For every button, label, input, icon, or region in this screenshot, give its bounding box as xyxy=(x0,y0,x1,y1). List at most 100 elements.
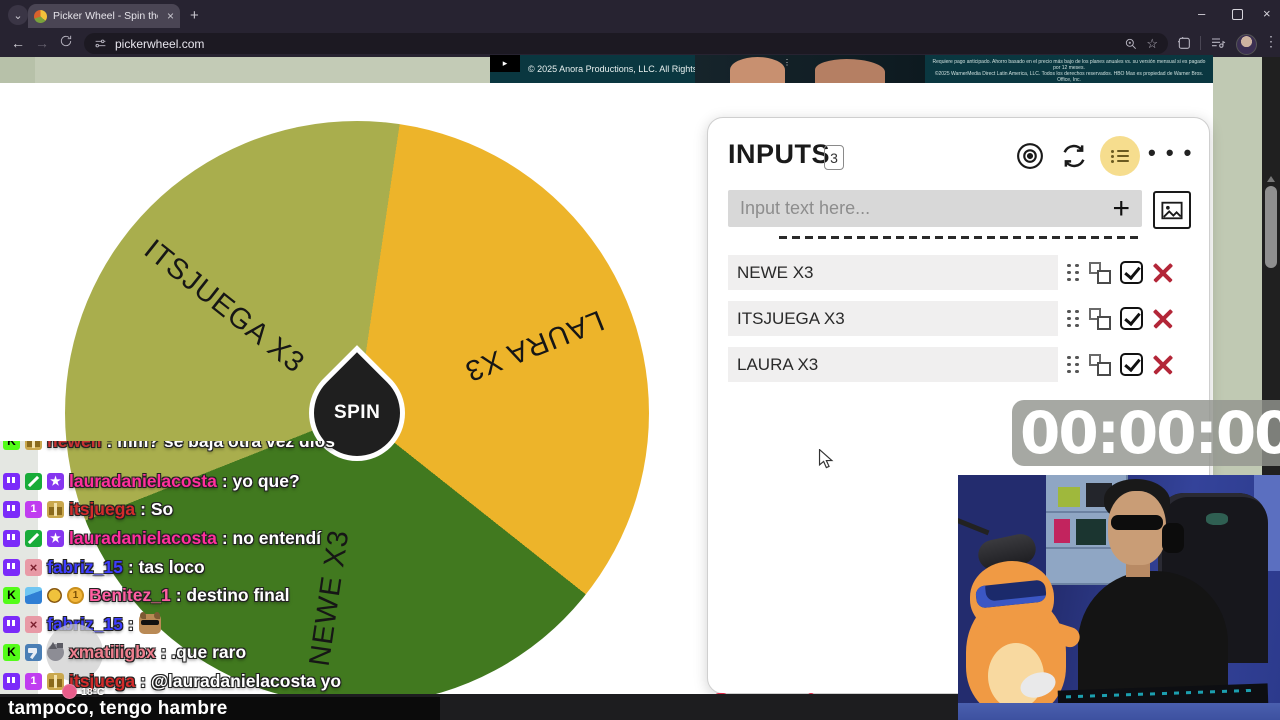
kick-badge-icon: K xyxy=(3,586,20,604)
chat-username: newen xyxy=(47,441,101,452)
weather-widget[interactable]: 18°C xyxy=(62,684,104,699)
more-options-icon[interactable]: • • • xyxy=(1148,140,1194,165)
chat-row-clipped: K newen : mm? se baja otra vez dios xyxy=(0,441,360,455)
add-image-button[interactable] xyxy=(1153,191,1191,229)
entry-row: LAURA X3 xyxy=(728,347,1058,382)
drag-handle-icon[interactable] xyxy=(1067,355,1080,374)
chat-text: : .que raro xyxy=(160,641,247,662)
duplicate-icon[interactable] xyxy=(1089,353,1111,376)
caption-text: tampoco, tengo hambre xyxy=(8,697,228,719)
entry-checkbox[interactable] xyxy=(1120,353,1143,376)
webcam-overlay xyxy=(958,475,1280,720)
media-controls-icon[interactable] xyxy=(1210,35,1226,51)
twitch-badge-icon xyxy=(3,500,20,518)
twitch-badge-icon xyxy=(3,472,20,490)
entry-label: NEWE X3 xyxy=(737,262,814,282)
url-text[interactable]: pickerwheel.com xyxy=(115,36,205,51)
chat-text: : So xyxy=(140,498,174,519)
zoom-icon[interactable] xyxy=(1124,37,1138,51)
entry-row-icons xyxy=(1067,307,1174,330)
weather-icon xyxy=(62,684,77,699)
browser-titlebar: ⌄ Picker Wheel - Spin the Wheel × + – × xyxy=(0,0,1280,28)
hide-inputs-eye-icon[interactable] xyxy=(1014,140,1045,171)
mic-arm xyxy=(958,515,990,536)
gift-badge-icon xyxy=(47,500,64,518)
drag-handle-icon[interactable] xyxy=(1067,263,1080,282)
chat-username: fabriz_15 xyxy=(47,556,123,577)
cube-badge-icon xyxy=(25,586,42,604)
dashed-divider xyxy=(779,236,1139,239)
twitch-badge-icon xyxy=(3,672,20,690)
refresh-icon[interactable] xyxy=(54,34,78,51)
window-restore-button[interactable] xyxy=(1232,9,1243,20)
list-view-button[interactable] xyxy=(1100,136,1140,176)
add-input-icon[interactable]: + xyxy=(1112,191,1130,225)
chat-message: K newen : mm? se baja otra vez dios xyxy=(3,441,335,454)
predictions-badge-icon: 1 xyxy=(25,672,42,690)
browser-tab[interactable]: Picker Wheel - Spin the Wheel × xyxy=(28,4,180,28)
weather-temperature: 18°C xyxy=(81,685,105,698)
chat-message: 1 itsjuega : @lauradanielacosta yo xyxy=(3,668,341,694)
twitch-badge-icon xyxy=(3,529,20,547)
x-badge-icon: × xyxy=(25,615,42,633)
crest-badge-icon xyxy=(47,587,62,603)
tab-search-button[interactable]: ⌄ xyxy=(8,5,28,25)
toolbar-divider xyxy=(1200,36,1201,50)
chat-message: ★ lauradanielacosta : no entendí xyxy=(3,525,321,551)
drag-handle-icon[interactable] xyxy=(1067,309,1080,328)
browser-menu-icon[interactable]: ⋮ xyxy=(1264,33,1278,49)
chat-username: Benitez_1 xyxy=(89,584,171,605)
bookmark-star-icon[interactable]: ☆ xyxy=(1146,35,1158,51)
profile-avatar[interactable] xyxy=(1236,34,1257,55)
chat-text: : destino final xyxy=(175,584,290,605)
vip-star-badge-icon: ★ xyxy=(47,472,64,490)
forward-icon[interactable]: → xyxy=(35,34,49,51)
scrollbar-up-arrow[interactable] xyxy=(1267,176,1275,182)
cool-dog-emote xyxy=(138,612,161,634)
chair-logo xyxy=(1206,513,1228,525)
new-tab-button[interactable]: + xyxy=(190,7,199,24)
image-icon xyxy=(1161,201,1183,219)
shuffle-refresh-icon[interactable] xyxy=(1058,140,1089,171)
chat-message: K 1 Benitez_1 : destino final xyxy=(3,582,289,608)
site-settings-icon[interactable] xyxy=(94,37,107,50)
chat-text: : tas loco xyxy=(127,556,205,577)
ad-banner[interactable]: ▸ © 2025 Anora Productions, LLC. All Rig… xyxy=(490,55,1213,83)
chat-username: itsjuega xyxy=(69,670,136,691)
input-text-field[interactable]: Input text here... + xyxy=(728,190,1142,227)
chat-text: : no entendí xyxy=(221,527,322,548)
url-bar[interactable]: pickerwheel.com ☆ xyxy=(84,33,1168,54)
duplicate-icon[interactable] xyxy=(1089,307,1111,330)
tab-group-icon[interactable] xyxy=(1176,35,1192,51)
delete-entry-icon[interactable] xyxy=(1152,354,1174,376)
x-badge-icon: × xyxy=(25,558,42,576)
tab-close-icon[interactable]: × xyxy=(166,9,174,23)
chat-text: : xyxy=(127,613,134,634)
headphone-earcup xyxy=(1162,523,1184,553)
chat-username: lauradanielacosta xyxy=(69,527,217,548)
duplicate-icon[interactable] xyxy=(1089,261,1111,284)
entry-row-icons xyxy=(1067,353,1174,376)
window-minimize-button[interactable]: – xyxy=(1198,6,1206,21)
gift-badge-icon xyxy=(25,441,42,450)
entry-row: ITSJUEGA X3 xyxy=(728,301,1058,336)
gift-badge-icon xyxy=(47,672,64,690)
delete-entry-icon[interactable] xyxy=(1152,262,1174,284)
entry-label: LAURA X3 xyxy=(737,354,819,374)
chat-message: × fabriz_15 : tas loco xyxy=(3,554,205,580)
entry-checkbox[interactable] xyxy=(1120,307,1143,330)
page-scrollbar-thumb[interactable] xyxy=(1265,186,1277,268)
desk-edge xyxy=(958,703,1280,720)
back-icon[interactable]: ← xyxy=(11,34,25,51)
twitch-badge-icon xyxy=(3,558,20,576)
ad-fine-print: Requiere pago anticipado. Ahorro basado … xyxy=(932,59,1206,83)
window-close-button[interactable]: × xyxy=(1263,6,1271,21)
delete-entry-icon[interactable] xyxy=(1152,308,1174,330)
inputs-count-badge: 3 xyxy=(824,145,844,170)
chat-message: K xmatiiigbx : .que raro xyxy=(3,639,246,665)
twitch-badge-icon xyxy=(3,615,20,633)
entry-checkbox[interactable] xyxy=(1120,261,1143,284)
streamer-neck xyxy=(1126,561,1150,577)
coin-badge-icon: 1 xyxy=(67,586,84,604)
chat-message: ★ lauradanielacosta : yo que? xyxy=(3,468,300,494)
